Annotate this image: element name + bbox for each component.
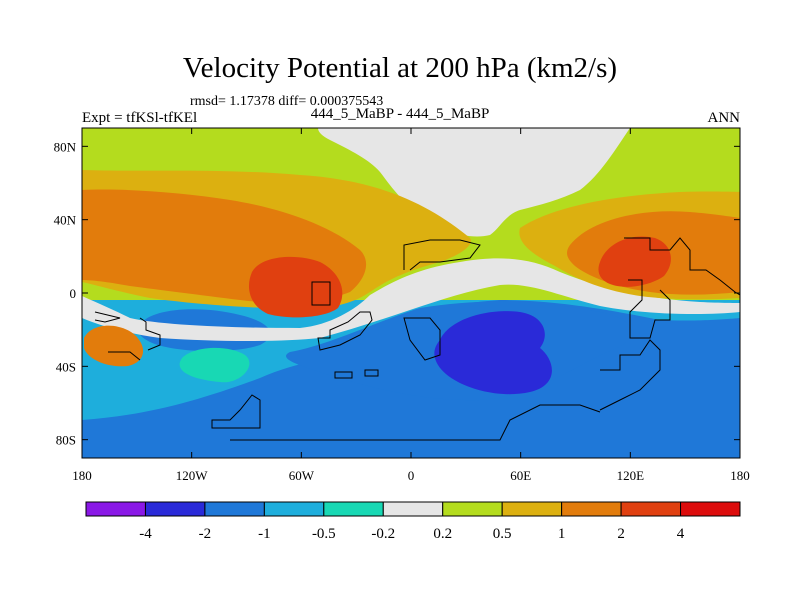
colorbar-box	[144, 501, 206, 517]
cases-label: 444_5_MaBP - 444_5_MaBP	[310, 106, 490, 122]
colorbar-label: 0.5	[493, 526, 512, 542]
continent-outlines	[94, 237, 740, 441]
colorbar-label: -1	[258, 526, 271, 542]
y-tick-label: 40N	[54, 213, 77, 228]
colorbar-box	[680, 501, 741, 517]
colorbar-box	[620, 501, 682, 517]
y-tick-label: 80N	[54, 139, 77, 154]
experiment-label: Expt = tfKSl-tfKEl	[82, 110, 198, 126]
colorbar-box	[501, 501, 563, 517]
colorbar-box	[85, 501, 146, 517]
arctic-zero	[318, 128, 630, 237]
x-tick-label: 120E	[617, 468, 645, 483]
colorbar-label: 2	[617, 526, 625, 542]
y-axis: 80N 40N 0 40S 80S	[54, 139, 740, 448]
colorbar-label: -2	[199, 526, 212, 542]
colorbar-label: 0.2	[433, 526, 452, 542]
colorbar-box	[561, 501, 622, 517]
colorbar: -4 -2 -1 -0.5 -0.2 0.2 0.5 1 2 4	[85, 501, 741, 542]
y-tick-label: 40S	[56, 359, 76, 374]
colorbar-box	[263, 501, 325, 517]
colorbar-label: 4	[677, 526, 685, 542]
chart-title: Velocity Potential at 200 hPa (km2/s)	[182, 52, 618, 84]
y-tick-label: 0	[70, 286, 77, 301]
x-tick-label: 60W	[289, 468, 315, 483]
max-p2-west	[248, 256, 343, 318]
colorbar-label: 1	[558, 526, 566, 542]
x-tick-label: 0	[408, 468, 415, 483]
colorbar-box	[204, 501, 265, 517]
stats-label: rmsd= 1.17378 diff= 0.000375543	[190, 94, 384, 109]
max-p2-east	[598, 236, 671, 287]
colorbar-label: -4	[139, 526, 152, 542]
season-label: ANN	[707, 110, 741, 126]
y-tick-label: 80S	[56, 433, 76, 448]
contour-field	[82, 128, 740, 458]
colorbar-label: -0.2	[371, 526, 395, 542]
band-zero	[82, 258, 740, 341]
x-tick-label: 180	[72, 468, 92, 483]
colorbar-box	[442, 501, 503, 517]
x-tick-label: 120W	[176, 468, 209, 483]
min-m2	[434, 311, 552, 395]
x-tick-label: 180	[730, 468, 750, 483]
colorbar-box	[323, 501, 384, 517]
patch-m02	[179, 347, 250, 383]
colorbar-box	[382, 501, 444, 517]
patch-p1-sw	[84, 325, 144, 367]
colorbar-label: -0.5	[312, 526, 336, 542]
x-axis: 180 120W 60W 0 60E 120E 180	[72, 128, 750, 483]
x-tick-label: 60E	[510, 468, 531, 483]
